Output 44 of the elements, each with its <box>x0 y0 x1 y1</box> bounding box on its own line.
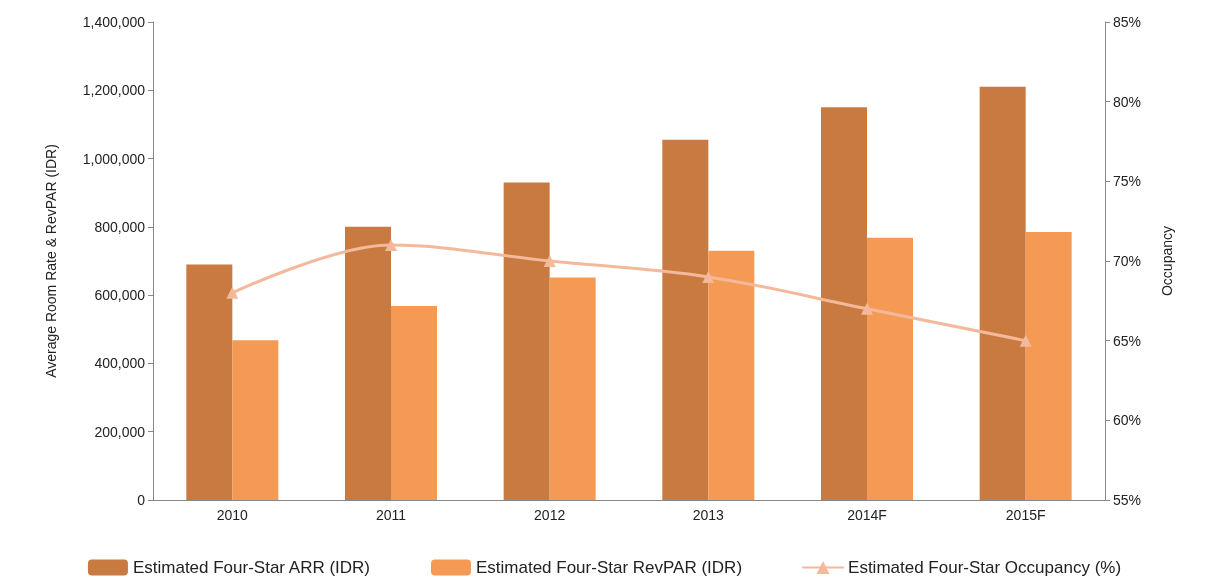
point <box>226 286 239 299</box>
bar <box>549 277 596 500</box>
bar <box>345 226 391 500</box>
y-tick-label: 1,200,000 <box>82 82 146 99</box>
bar <box>662 139 709 500</box>
x-tick-label: 2015F <box>1005 507 1046 523</box>
x-tick-label: 2012 <box>534 507 566 523</box>
bar <box>503 182 550 500</box>
y-tick-label: 0 <box>137 492 146 508</box>
legend-label: Estimated Four-Star RevPAR (IDR) <box>475 558 743 577</box>
y2-tick-label: 55% <box>1113 492 1142 508</box>
bar <box>232 340 279 500</box>
y-tick-label: 1,400,000 <box>82 14 146 30</box>
bar <box>708 250 755 500</box>
y2-tick-label: 85% <box>1113 14 1142 30</box>
y2-tick-label: 80% <box>1113 93 1142 110</box>
point <box>543 255 556 267</box>
x-tick-label: 2011 <box>375 507 407 523</box>
x-tick-label: 2014F <box>847 507 887 523</box>
bar <box>821 107 867 500</box>
y-axis-title: Average Room Rate & RevPAR (IDR) <box>43 144 59 378</box>
y2-tick-label: 70% <box>1113 253 1142 269</box>
point <box>1019 334 1032 347</box>
bar <box>1025 231 1072 500</box>
y2-tick-label: 65% <box>1113 332 1142 349</box>
y-tick-label: 1,000,000 <box>82 150 146 167</box>
bar <box>186 264 233 500</box>
bar <box>867 237 913 500</box>
point <box>861 302 873 315</box>
y-tick-label: 200,000 <box>94 423 146 440</box>
x-tick-label: 2013 <box>692 507 725 523</box>
y-tick-label: 600,000 <box>94 287 146 304</box>
legend-label: Estimated Four-Star Occupancy (%) <box>848 558 1122 577</box>
y-tick-label: 400,000 <box>94 355 146 372</box>
point <box>702 270 715 283</box>
bar <box>979 86 1026 500</box>
legend-label: Estimated Four-Star ARR (IDR) <box>132 558 371 577</box>
x-tick-label: 2010 <box>216 507 249 523</box>
y2-axis-title: Occupancy <box>1159 225 1175 297</box>
point <box>385 239 397 252</box>
y2-tick-label: 60% <box>1113 412 1142 429</box>
y2-tick-label: 75% <box>1113 173 1142 190</box>
y-tick-label: 800,000 <box>94 218 146 235</box>
bar <box>391 306 437 500</box>
